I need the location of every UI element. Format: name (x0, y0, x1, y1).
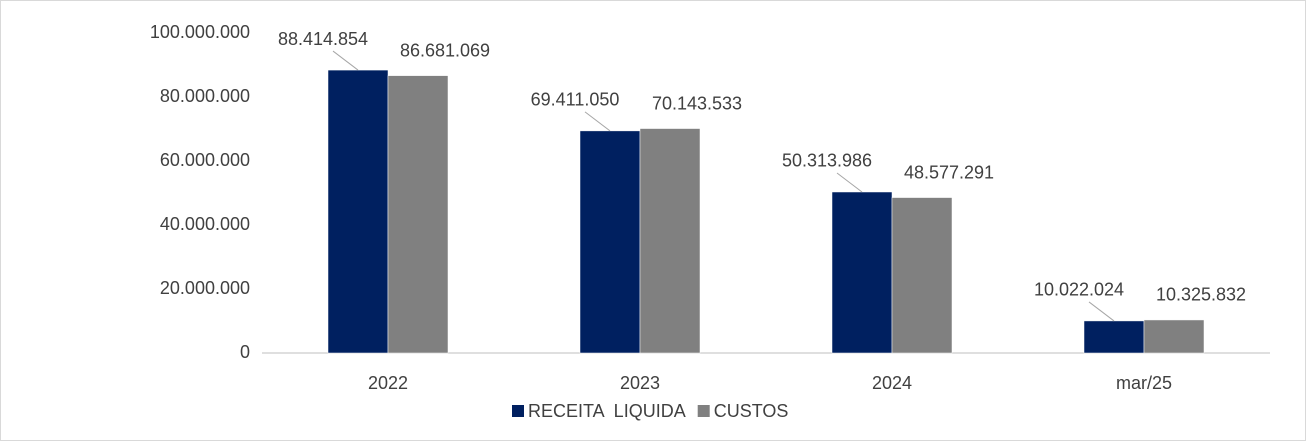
data-label: 69.411.050 (531, 90, 620, 110)
legend-swatch (512, 405, 524, 417)
leader-line (836, 172, 863, 193)
leader-line (584, 111, 611, 132)
leader-line (332, 50, 359, 71)
bar (1083, 320, 1145, 354)
bar (831, 191, 893, 354)
leader-line (1088, 301, 1115, 322)
bar (579, 130, 641, 354)
data-label: 48.577.291 (904, 162, 994, 182)
y-tick-label: 60.000.000 (160, 150, 250, 170)
bar (639, 128, 701, 354)
y-tick-label: 80.000.000 (160, 86, 250, 106)
x-tick-label: 2022 (368, 373, 408, 393)
data-label: 10.325.832 (1156, 285, 1246, 305)
legend-label: RECEITA LIQUIDA (528, 401, 686, 421)
legend-label: CUSTOS (714, 401, 789, 421)
data-label: 70.143.533 (652, 93, 742, 113)
bar (1143, 319, 1205, 354)
y-tick-label: 100.000.000 (150, 22, 250, 42)
bar (891, 197, 953, 354)
bar (387, 75, 449, 354)
legend-swatch (697, 405, 710, 417)
y-tick-label: 20.000.000 (160, 278, 250, 298)
data-label: 50.313.986 (782, 151, 872, 171)
data-label: 10.022.024 (1034, 280, 1124, 300)
x-tick-label: 2023 (620, 373, 660, 393)
y-tick-label: 0 (240, 342, 250, 362)
x-tick-label: mar/25 (1116, 373, 1172, 393)
bar (327, 69, 389, 354)
data-label: 86.681.069 (400, 40, 490, 60)
y-tick-label: 40.000.000 (160, 214, 250, 234)
data-label: 88.414.854 (278, 29, 368, 49)
x-tick-label: 2024 (872, 373, 912, 393)
